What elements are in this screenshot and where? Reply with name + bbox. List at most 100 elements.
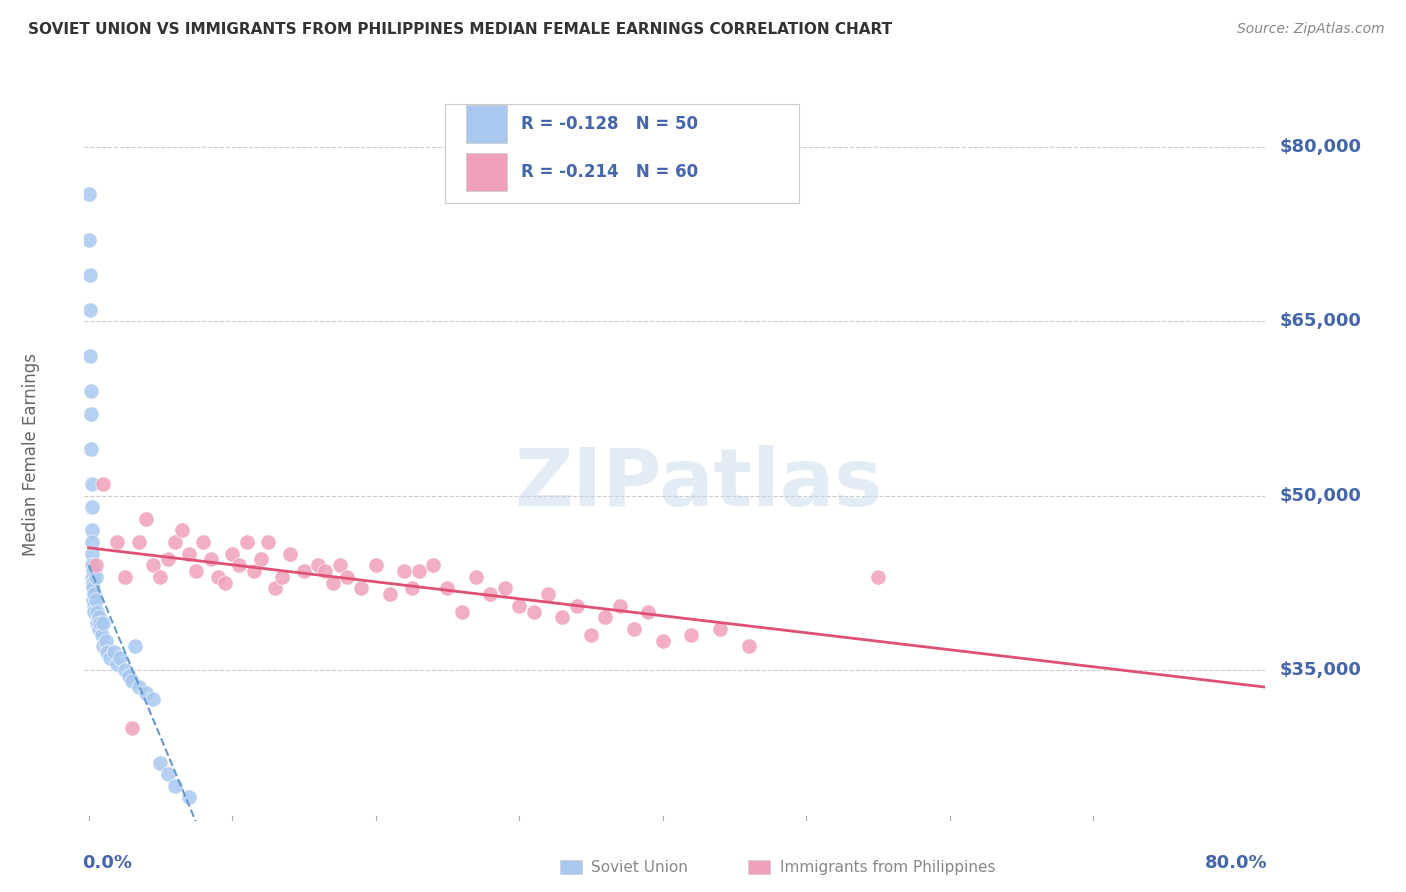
Point (709, 622, 731, 636)
Point (450, 605, 472, 619)
Point (235, 535, 257, 549)
Point (80, 384, 103, 398)
Point (336, 570, 359, 584)
Point (436, 582, 458, 596)
Point (114, 570, 136, 584)
Point (163, 779, 186, 793)
Point (89, 616, 111, 631)
Point (121, 674, 143, 689)
Point (637, 605, 659, 619)
Point (135, 512, 157, 526)
Point (84, 593, 107, 607)
Point (479, 587, 502, 601)
Point (394, 564, 416, 578)
Point (105, 535, 128, 549)
Point (364, 558, 387, 573)
Text: Median Female Earnings: Median Female Earnings (22, 353, 41, 557)
Point (278, 547, 301, 561)
Point (86, 616, 108, 631)
Point (91, 616, 114, 631)
Point (179, 547, 201, 561)
Point (83, 605, 105, 619)
Point (186, 564, 208, 578)
Point (80, 547, 103, 561)
Point (82, 570, 104, 584)
Point (228, 558, 250, 573)
Point (508, 599, 530, 613)
Point (79, 186, 101, 201)
Point (83, 587, 105, 601)
FancyBboxPatch shape (465, 105, 508, 144)
Text: $65,000: $65,000 (1279, 312, 1361, 330)
Point (565, 599, 588, 613)
Point (551, 610, 574, 624)
Point (593, 610, 616, 624)
Point (242, 564, 264, 578)
Text: 0.0%: 0.0% (82, 854, 132, 871)
Point (84, 558, 107, 573)
Point (156, 552, 179, 566)
Point (79, 302, 101, 317)
Point (350, 582, 373, 596)
Point (82, 558, 104, 573)
Text: ZIPatlas: ZIPatlas (515, 445, 883, 524)
Point (537, 587, 560, 601)
Point (609, 599, 631, 613)
Point (83, 599, 105, 613)
Text: R = -0.128   N = 50: R = -0.128 N = 50 (522, 115, 699, 133)
Point (422, 558, 444, 573)
Point (681, 628, 703, 642)
Point (87, 610, 110, 624)
Point (82, 535, 104, 549)
Point (84, 570, 107, 584)
Point (149, 756, 172, 770)
Text: Immigrants from Philippines: Immigrants from Philippines (780, 860, 995, 874)
Point (866, 570, 889, 584)
Point (156, 767, 179, 781)
Point (292, 564, 315, 578)
Point (87, 622, 110, 636)
Point (257, 535, 280, 549)
Point (82, 564, 104, 578)
Point (193, 535, 215, 549)
Point (408, 564, 430, 578)
Point (579, 628, 602, 642)
Point (214, 575, 236, 590)
Point (86, 605, 108, 619)
Point (79, 233, 101, 247)
Point (522, 605, 544, 619)
Point (80, 524, 103, 538)
Point (94, 633, 117, 648)
Point (80, 500, 103, 515)
Point (623, 622, 645, 636)
Point (135, 686, 157, 700)
Bar (560, 860, 582, 874)
Point (103, 645, 125, 659)
Bar (748, 860, 770, 874)
Point (329, 558, 352, 573)
Point (124, 640, 146, 654)
Point (118, 668, 141, 682)
Point (401, 582, 423, 596)
Text: $35,000: $35,000 (1279, 661, 1361, 679)
Point (128, 680, 150, 694)
Point (79, 349, 101, 363)
Point (170, 524, 193, 538)
Point (91, 640, 114, 654)
Point (82, 570, 104, 584)
Point (91, 477, 114, 491)
Text: SOVIET UNION VS IMMIGRANTS FROM PHILIPPINES MEDIAN FEMALE EARNINGS CORRELATION C: SOVIET UNION VS IMMIGRANTS FROM PHILIPPI… (28, 22, 893, 37)
Point (142, 691, 165, 706)
FancyBboxPatch shape (444, 103, 799, 202)
Text: R = -0.214   N = 60: R = -0.214 N = 60 (522, 162, 699, 181)
Point (82, 575, 104, 590)
Point (114, 663, 136, 677)
Point (163, 535, 186, 549)
Point (90, 628, 112, 642)
Point (121, 721, 143, 735)
Point (221, 547, 243, 561)
Point (96, 645, 118, 659)
Point (207, 570, 229, 584)
Text: Soviet Union: Soviet Union (591, 860, 688, 874)
Point (82, 582, 104, 596)
